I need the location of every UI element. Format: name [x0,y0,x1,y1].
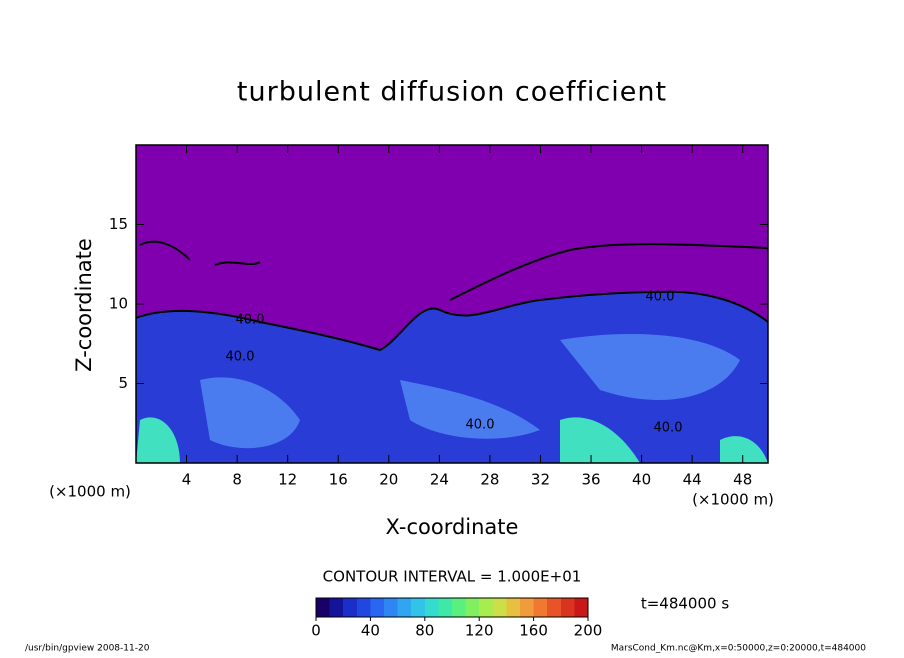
x-tick-label: 20 [379,471,398,489]
y-tick-label: 10 [109,295,128,313]
contour-label: 40.0 [466,418,495,433]
y-unit: (×1000 m) [49,483,131,501]
contour-label: 40.0 [654,421,683,436]
contour-label: 40.0 [236,313,265,328]
contour-field [136,145,768,463]
contour-label: 40.0 [226,350,255,365]
y-tick-label: 5 [118,374,128,392]
x-tick-label: 48 [733,471,752,489]
x-tick-label: 32 [531,471,550,489]
x-tick-label: 4 [182,471,192,489]
x-axis-title: X-coordinate [386,515,519,539]
x-tick-label: 40 [632,471,651,489]
footer-left: /usr/bin/gpview 2008-11-20 [25,644,150,654]
x-tick-label: 8 [232,471,242,489]
colorbar-tick-label: 200 [574,622,603,640]
colorbar-tick-label: 160 [519,622,548,640]
time-label: t=484000 s [641,595,729,613]
contour-interval: CONTOUR INTERVAL = 1.000E+01 [323,568,582,586]
x-tick-label: 28 [480,471,499,489]
colorbar-tick-label: 0 [311,622,321,640]
x-unit: (×1000 m) [692,491,774,509]
x-tick-label: 36 [581,471,600,489]
colorbar-tick-label: 120 [465,622,494,640]
colorbar-tick-label: 80 [415,622,434,640]
x-tick-label: 12 [278,471,297,489]
chart-title: turbulent diffusion coefficient [237,77,667,108]
contour-label: 40.0 [646,290,675,305]
colorbar-tick-label: 40 [361,622,380,640]
x-tick-label: 44 [683,471,702,489]
footer-right: MarsCond_Km.nc@Km,x=0:50000,z=0:20000,t=… [611,644,866,654]
x-tick-label: 24 [430,471,449,489]
y-tick-label: 15 [109,215,128,233]
x-tick-label: 16 [329,471,348,489]
colorbar [315,597,589,618]
y-axis-title: Z-coordinate [72,238,96,372]
